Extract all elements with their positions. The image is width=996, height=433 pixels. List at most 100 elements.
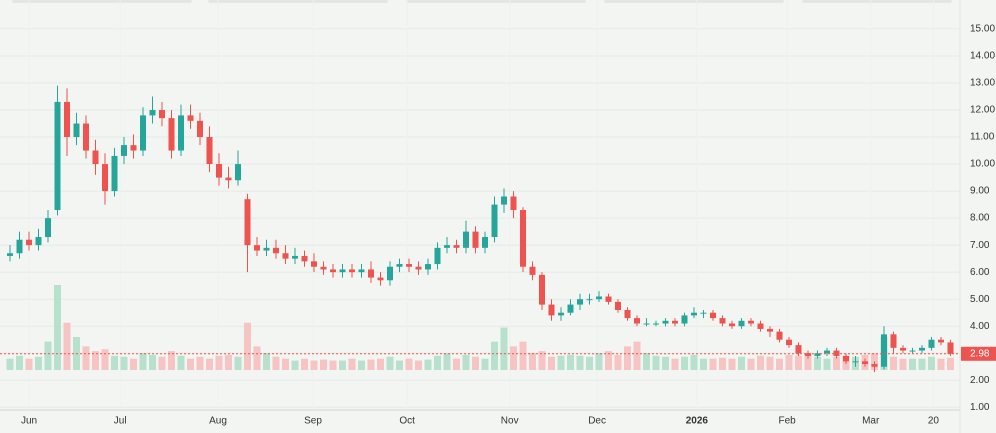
candle-body	[121, 145, 127, 156]
volume-bar	[624, 346, 631, 370]
candle-body	[35, 237, 42, 246]
candle-body	[254, 245, 260, 251]
candle-body	[919, 347, 925, 351]
candle-body	[938, 339, 944, 343]
candle-body	[444, 245, 450, 248]
candle-body	[292, 255, 298, 259]
candle-body	[406, 264, 412, 267]
x-tick-label: Jun	[21, 416, 37, 427]
candle-body	[140, 115, 146, 151]
candle-body	[425, 264, 431, 270]
volume-bar	[795, 355, 802, 370]
toolbar-button[interactable]	[604, 0, 784, 3]
candle-body	[748, 320, 754, 324]
candle-body	[159, 110, 165, 119]
candle-body	[928, 339, 935, 348]
x-tick-label: Aug	[209, 416, 227, 427]
y-tick-label: 13.00	[970, 78, 995, 89]
candle-body	[54, 101, 61, 210]
y-tick-label: 8.00	[970, 213, 990, 224]
candle-body	[653, 323, 659, 325]
volume-bar	[215, 355, 223, 370]
candle-body	[776, 331, 783, 340]
volume-bar	[605, 351, 612, 370]
volume-bar	[25, 358, 33, 370]
candle-body	[396, 264, 403, 267]
volume-bar	[681, 356, 688, 370]
candle-body	[83, 123, 89, 151]
volume-bar	[101, 349, 109, 370]
candle-body	[843, 355, 849, 362]
candle-body	[624, 310, 631, 319]
toolbar-button[interactable]	[12, 0, 192, 3]
toolbar-button[interactable]	[406, 0, 586, 3]
y-tick-label: 15.00	[970, 24, 995, 35]
volume-bar	[225, 354, 232, 370]
candle-body	[529, 266, 536, 275]
volume-bar	[35, 356, 42, 370]
candle-body	[586, 299, 593, 301]
volume-bar	[320, 359, 327, 370]
volume-bar	[187, 358, 194, 370]
candle-body	[947, 342, 954, 354]
toolbar-button[interactable]	[208, 0, 388, 3]
candle-body	[130, 145, 137, 151]
volume-bar	[405, 358, 413, 370]
volume-bar	[453, 358, 460, 370]
candle-body	[596, 296, 602, 300]
volume-bar	[367, 359, 375, 370]
volume-bar	[82, 346, 90, 370]
volume-bar	[44, 341, 52, 370]
volume-bar	[272, 356, 280, 370]
volume-bar	[671, 358, 679, 370]
volume-bar	[424, 359, 432, 370]
volume-bar	[747, 358, 755, 370]
candle-body	[358, 269, 365, 273]
toolbar-button[interactable]	[802, 0, 952, 3]
candle-body	[102, 164, 108, 192]
volume-bar	[481, 358, 489, 370]
candle-body	[700, 312, 707, 314]
candle-body	[92, 150, 99, 165]
volume-bar	[776, 358, 783, 370]
volume-bar	[443, 353, 451, 370]
candle-body	[282, 253, 289, 259]
volume-bar	[890, 356, 897, 370]
candle-body	[26, 239, 32, 246]
volume-bar	[700, 358, 707, 370]
candle-body	[824, 350, 830, 354]
volume-bar	[244, 322, 251, 370]
volume-bar	[196, 356, 204, 370]
candle-body	[225, 177, 232, 181]
volume-bar	[738, 356, 745, 370]
volume-bar	[690, 354, 698, 370]
candle-body	[206, 137, 213, 165]
candle-body	[463, 231, 469, 248]
candle-body	[482, 237, 488, 248]
volume-bar	[500, 327, 508, 370]
candle-body	[235, 164, 241, 181]
volume-bar	[310, 360, 318, 370]
volume-bar	[16, 355, 23, 370]
volume-bar	[139, 353, 147, 370]
volume-bar	[54, 285, 61, 370]
x-tick-label: Mar	[862, 416, 880, 427]
y-tick-label: 9.00	[970, 186, 990, 197]
volume-bar	[339, 360, 346, 370]
volume-bar	[111, 355, 118, 370]
volume-bar	[614, 354, 622, 370]
volume-bar	[510, 346, 517, 370]
y-tick-label: 10.00	[970, 159, 995, 170]
candle-body	[909, 350, 916, 352]
volume-bar	[158, 356, 166, 370]
candle-body	[244, 199, 251, 246]
candle-body	[577, 299, 583, 305]
x-tick-label: Jul	[114, 416, 127, 427]
candle-body	[263, 247, 270, 251]
candle-body	[729, 323, 735, 327]
volume-bar	[491, 341, 498, 370]
y-tick-label: 14.00	[970, 51, 995, 62]
candle-body	[719, 318, 726, 324]
volume-bar	[434, 355, 441, 370]
